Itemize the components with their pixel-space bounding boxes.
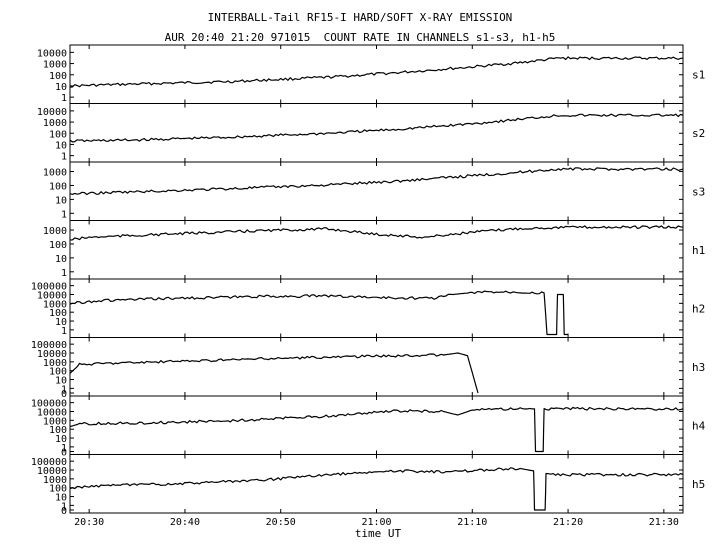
channel-label-s2: s2 — [692, 127, 705, 140]
y-tick-label: 1 — [61, 93, 67, 104]
panel-frame — [69, 395, 684, 455]
y-tick-label: 1 — [61, 326, 67, 337]
series-line-s2 — [69, 113, 684, 143]
series-line-h5 — [69, 467, 684, 511]
x-tick-label: 20:50 — [266, 517, 296, 528]
chart-title: INTERBALL-Tail RF15-I HARD/SOFT X-RAY EM… — [207, 11, 513, 24]
panel-frame — [69, 337, 684, 397]
channel-label-h1: h1 — [692, 244, 705, 257]
y-tick-label: 10000 — [37, 408, 67, 419]
y-tick-label: 1000 — [43, 168, 67, 179]
y-tick-label: 10000 — [37, 466, 67, 477]
y-tick-label: 0 — [61, 389, 67, 400]
y-tick-label: 100 — [49, 425, 67, 436]
series-line-s3 — [69, 167, 684, 196]
y-tick-label: 1000 — [43, 299, 67, 310]
y-tick-label: 10 — [55, 82, 67, 93]
y-tick-label: 1000 — [43, 226, 67, 237]
panel-frame — [69, 278, 684, 338]
panel-frame — [69, 44, 684, 104]
series-line-h2 — [69, 290, 569, 336]
channel-label-h4: h4 — [692, 419, 706, 432]
y-tick-label: 1000 — [43, 475, 67, 486]
x-axis: 20:30 20:40 20:50 21:00 21:10 21:20 21:30 — [74, 517, 679, 528]
y-tick-label: 10000 — [37, 291, 67, 302]
y-tick-label: 1 — [61, 209, 67, 220]
y-tick-label: 0 — [61, 448, 67, 459]
panel-h1: 1 10 100 1000 h1 — [43, 220, 705, 280]
y-tick-label: 10 — [55, 493, 67, 504]
y-tick-label: 10 — [55, 317, 67, 328]
y-tick-label: 1 — [61, 152, 67, 163]
y-tick-label: 10 — [55, 195, 67, 206]
y-tick-label: 100 — [49, 484, 67, 495]
y-tick-label: 1000 — [43, 60, 67, 71]
chart-panels: 110100100010000s1110100100010000s2110100… — [31, 44, 706, 517]
x-tick-label: 20:30 — [74, 517, 104, 528]
panel-s3: 1 10 100 1000 s3 — [43, 161, 705, 221]
y-tick-label: 0 — [61, 506, 67, 517]
series-line-h3 — [69, 352, 479, 394]
panel-frame — [69, 454, 684, 514]
y-tick-label: 100 — [49, 129, 67, 140]
title-block: INTERBALL-Tail RF15-I HARD/SOFT X-RAY EM… — [0, 8, 720, 48]
x-tick-label: 21:20 — [553, 517, 583, 528]
y-tick-label: 100 — [49, 181, 67, 192]
series-line-h1 — [69, 225, 684, 241]
y-tick-label: 1000 — [43, 416, 67, 427]
y-tick-label: 1000 — [43, 358, 67, 369]
x-tick-label: 21:00 — [361, 517, 391, 528]
channel-label-h2: h2 — [692, 302, 705, 315]
panel-frame — [69, 220, 684, 280]
series-line-h4 — [69, 406, 684, 453]
y-tick-label: 10000 — [37, 107, 67, 118]
y-tick-label: 100 — [49, 367, 67, 378]
y-tick-label: 100 — [49, 240, 67, 251]
y-tick-label: 100 — [49, 71, 67, 82]
y-tick-label: 10 — [55, 434, 67, 445]
channel-label-s3: s3 — [692, 185, 705, 198]
series-line-s1 — [70, 56, 684, 88]
y-tick-label: 10000 — [37, 349, 67, 360]
y-tick-label: 100 — [49, 308, 67, 319]
y-tick-label: 1 — [61, 268, 67, 279]
y-tick-label: 10 — [55, 376, 67, 387]
y-tick-label: 1 — [61, 443, 67, 454]
y-tick-label: 10 — [55, 254, 67, 265]
y-tick-label: 100000 — [31, 457, 67, 468]
channel-label-s1: s1 — [692, 68, 705, 81]
x-tick-label: 20:40 — [170, 517, 200, 528]
y-tick-label: 1 — [61, 501, 67, 512]
y-tick-label: 1 — [61, 384, 67, 395]
x-tick-label: 21:10 — [457, 517, 487, 528]
y-tick-label: 100000 — [31, 282, 67, 293]
x-axis-label: time UT — [355, 527, 402, 540]
panel-frame — [69, 103, 684, 163]
y-tick-label: 100000 — [31, 399, 67, 410]
channel-label-h5: h5 — [692, 478, 705, 491]
x-tick-label: 21:30 — [649, 517, 679, 528]
y-tick-label: 10000 — [37, 48, 67, 59]
y-tick-label: 10 — [55, 140, 67, 151]
channel-label-h3: h3 — [692, 361, 705, 374]
chart-subtitle: AUR 20:40 21:20 971015 COUNT RATE IN CHA… — [164, 31, 556, 44]
y-tick-label: 100000 — [31, 340, 67, 351]
y-tick-label: 1000 — [43, 118, 67, 129]
